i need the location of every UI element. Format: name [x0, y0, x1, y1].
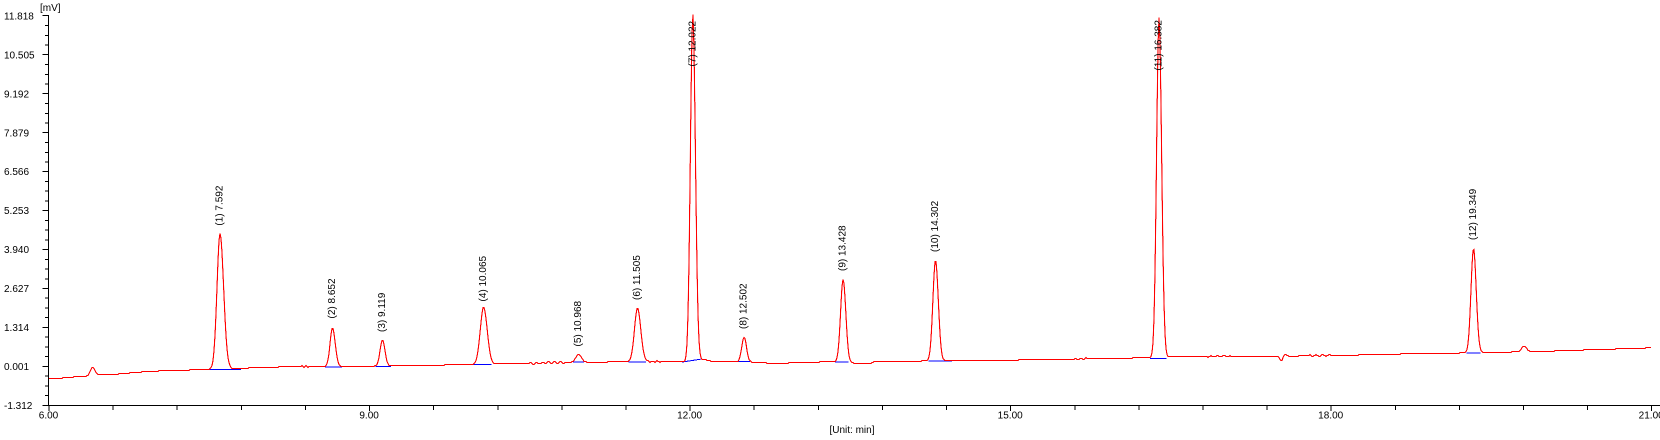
svg-text:9.00: 9.00: [359, 411, 379, 422]
svg-text:10.505: 10.505: [4, 50, 35, 61]
svg-text:(5) 10.968: (5) 10.968: [573, 300, 584, 346]
svg-text:9.192: 9.192: [4, 89, 29, 100]
svg-text:12.00: 12.00: [677, 411, 702, 422]
svg-text:(3) 9.119: (3) 9.119: [377, 292, 388, 332]
svg-text:[mV]: [mV]: [40, 3, 61, 14]
svg-text:(4) 10.065: (4) 10.065: [478, 255, 489, 301]
svg-text:1.314: 1.314: [4, 323, 29, 334]
svg-text:7.879: 7.879: [4, 128, 29, 139]
svg-text:(10) 14.302: (10) 14.302: [930, 200, 941, 252]
svg-text:11.818: 11.818: [4, 12, 34, 23]
svg-text:18.00: 18.00: [1318, 411, 1343, 422]
svg-text:(1) 7.592: (1) 7.592: [215, 185, 226, 225]
svg-text:6.566: 6.566: [4, 167, 29, 178]
svg-text:(12) 19.349: (12) 19.349: [1468, 188, 1479, 240]
svg-text:[Unit: min]: [Unit: min]: [829, 425, 874, 436]
svg-text:2.627: 2.627: [4, 284, 29, 295]
svg-text:(9) 13.428: (9) 13.428: [838, 225, 849, 271]
svg-text:3.940: 3.940: [4, 245, 29, 256]
svg-text:(6) 11.505: (6) 11.505: [632, 255, 643, 300]
svg-text:(2) 8.652: (2) 8.652: [327, 278, 338, 318]
svg-text:6.00: 6.00: [39, 411, 59, 422]
svg-text:(11) 16.382: (11) 16.382: [1154, 20, 1165, 71]
svg-text:0.001: 0.001: [4, 362, 29, 373]
svg-text:-1.312: -1.312: [4, 401, 33, 412]
svg-text:21.00: 21.00: [1639, 411, 1660, 422]
svg-text:15.00: 15.00: [998, 411, 1023, 422]
svg-text:(7) 12.022: (7) 12.022: [687, 20, 698, 66]
svg-text:5.253: 5.253: [4, 206, 29, 217]
svg-text:(8) 12.502: (8) 12.502: [739, 283, 750, 329]
